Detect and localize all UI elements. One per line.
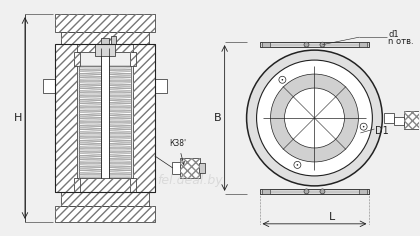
Bar <box>180 158 200 178</box>
Bar <box>111 36 116 44</box>
Circle shape <box>281 79 283 80</box>
Text: H: H <box>14 113 22 123</box>
Bar <box>55 206 155 222</box>
Text: fel.deal.by: fel.deal.by <box>157 174 223 187</box>
Circle shape <box>284 88 344 148</box>
Text: D1: D1 <box>375 126 389 136</box>
Bar <box>55 44 155 52</box>
Bar <box>55 14 155 32</box>
Bar <box>61 32 149 44</box>
Bar <box>172 162 180 174</box>
Bar <box>130 178 136 192</box>
Bar <box>55 178 155 192</box>
Bar <box>101 38 109 44</box>
Bar <box>199 163 205 173</box>
Circle shape <box>363 126 365 127</box>
Bar <box>360 189 368 194</box>
Circle shape <box>279 76 286 83</box>
Bar <box>79 66 131 178</box>
Bar <box>55 14 155 32</box>
Bar <box>55 44 77 192</box>
Bar <box>130 52 136 66</box>
Text: B: B <box>214 113 221 123</box>
Circle shape <box>297 164 298 166</box>
Bar <box>180 158 200 178</box>
Circle shape <box>320 42 325 47</box>
Text: К38': К38' <box>170 139 187 164</box>
Bar <box>360 42 368 47</box>
Bar <box>394 117 404 125</box>
Circle shape <box>244 48 384 188</box>
Bar <box>404 111 420 129</box>
Circle shape <box>294 161 301 169</box>
Text: d1: d1 <box>388 30 399 39</box>
Bar <box>262 189 270 194</box>
Bar <box>260 42 369 47</box>
Circle shape <box>304 189 309 194</box>
Circle shape <box>247 50 382 186</box>
Bar <box>74 52 80 66</box>
Text: n отв.: n отв. <box>388 37 414 46</box>
Bar <box>95 44 115 56</box>
Bar <box>133 44 155 192</box>
Bar <box>74 178 80 192</box>
Bar <box>155 79 167 93</box>
Circle shape <box>257 60 373 176</box>
Bar <box>55 178 155 192</box>
Bar <box>260 189 369 194</box>
Bar <box>61 192 149 206</box>
Bar <box>133 44 155 192</box>
Bar <box>262 42 270 47</box>
Circle shape <box>304 42 309 47</box>
Circle shape <box>270 74 358 162</box>
Bar <box>55 44 155 52</box>
Bar <box>74 52 80 66</box>
Bar <box>61 32 149 44</box>
Bar <box>61 192 149 206</box>
Circle shape <box>360 123 367 130</box>
Bar <box>384 113 394 123</box>
Bar <box>130 52 136 66</box>
Bar <box>130 178 136 192</box>
Bar <box>43 79 55 93</box>
Circle shape <box>320 189 325 194</box>
Bar <box>404 111 420 129</box>
Bar <box>101 48 109 178</box>
Text: L: L <box>329 212 336 222</box>
Bar <box>55 44 77 192</box>
Bar <box>55 206 155 222</box>
Bar <box>74 178 80 192</box>
